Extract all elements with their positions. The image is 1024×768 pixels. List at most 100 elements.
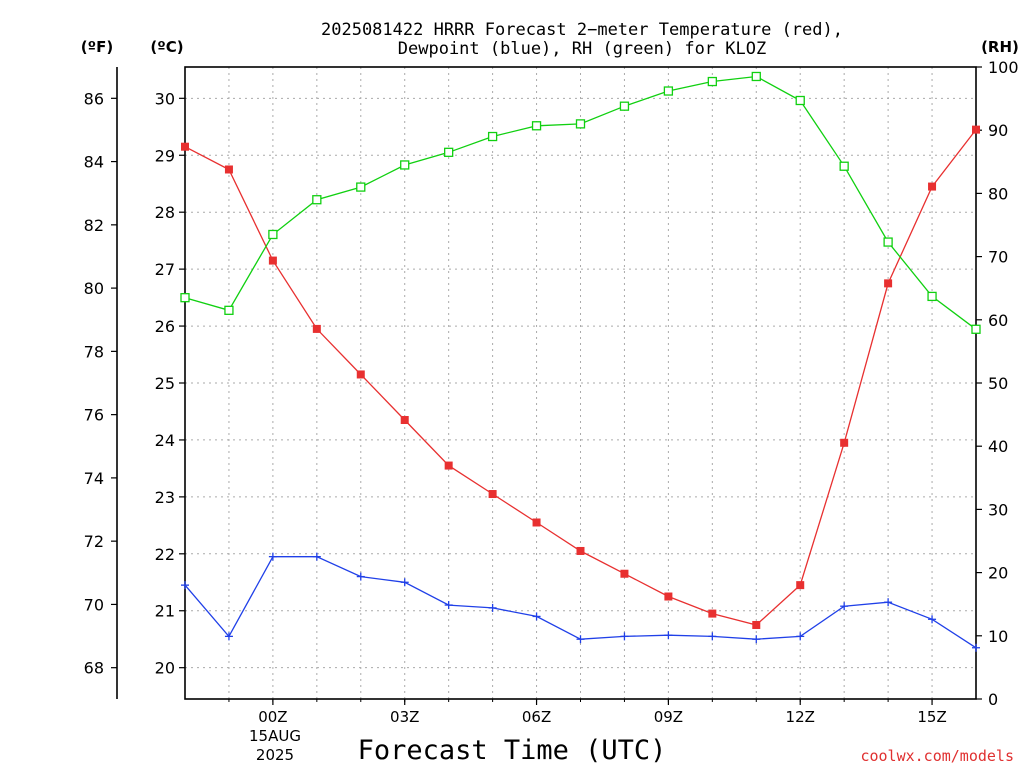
chart-title-line2: Dewpoint (blue), RH (green) for KLOZ	[398, 39, 766, 59]
celsius-tick-label: 23	[155, 488, 175, 507]
temperature-point	[620, 569, 629, 578]
dewpoint-point	[664, 631, 673, 640]
fahrenheit-tick-label: 72	[84, 532, 104, 551]
temperature-point	[840, 438, 849, 447]
x-tick-label: 03Z	[390, 708, 419, 726]
rh-tick-label: 80	[988, 184, 1008, 203]
rh-point	[927, 291, 937, 302]
rh-point	[707, 76, 717, 87]
celsius-tick-label: 26	[155, 317, 175, 336]
chart-title-line1: 2025081422 HRRR Forecast 2−meter Tempera…	[321, 20, 843, 40]
rh-point	[883, 237, 893, 247]
temperature-point	[444, 461, 453, 470]
temperature-point	[928, 182, 937, 191]
celsius-tick-label: 27	[155, 260, 175, 279]
rh-point	[531, 121, 542, 131]
fahrenheit-tick-label: 82	[84, 216, 104, 235]
dewpoint-point	[708, 632, 717, 641]
rh-tick-label: 10	[988, 627, 1008, 646]
temperature-point	[532, 518, 541, 527]
rh-tick-label: 90	[988, 121, 1008, 140]
fahrenheit-tick-label: 78	[84, 342, 104, 361]
rh-point	[575, 119, 586, 129]
x-tick-label: 06Z	[522, 708, 551, 726]
dewpoint-point	[576, 635, 585, 644]
fahrenheit-tick-label: 76	[84, 406, 104, 425]
dewpoint-point	[224, 632, 233, 641]
temperature-point	[400, 416, 409, 425]
temperature-point	[488, 490, 497, 499]
celsius-unit-label: (ºC)	[150, 38, 183, 56]
dewpoint-point	[356, 572, 365, 581]
dewpoint-point	[620, 632, 629, 641]
rh-point	[400, 160, 410, 170]
dewpoint-point	[972, 643, 980, 652]
axis-ticks: 00Z 03Z 06Z 09Z 12Z 15Z 20 21 22 23 24 25 26 27 28 29 30…	[84, 58, 1019, 726]
rh-point	[268, 229, 278, 240]
rh-point	[751, 71, 761, 82]
rh-point	[312, 195, 322, 205]
rh-tick-label: 70	[988, 248, 1008, 267]
rh-tick-label: 40	[988, 437, 1008, 456]
dewpoint-point	[752, 635, 761, 644]
rh-point	[971, 324, 981, 334]
rh-tick-label: 30	[988, 500, 1008, 519]
series	[180, 71, 981, 652]
fahrenheit-tick-label: 84	[84, 153, 104, 172]
x-date-year: 2025	[256, 746, 294, 764]
temperature-point	[708, 609, 717, 618]
celsius-tick-label: 30	[155, 89, 175, 108]
x-tick-label: 15Z	[917, 708, 946, 726]
rh-tick-label: 20	[988, 564, 1008, 583]
temperature-point	[884, 279, 893, 288]
rh-point	[356, 182, 366, 192]
rh-point	[619, 101, 630, 111]
dewpoint-point	[928, 615, 937, 624]
celsius-tick-label: 21	[155, 602, 175, 621]
celsius-tick-label: 24	[155, 431, 175, 450]
celsius-tick-label: 28	[155, 203, 175, 222]
fahrenheit-tick-label: 70	[84, 595, 104, 614]
rh-point	[180, 293, 190, 303]
celsius-tick-label: 20	[155, 659, 175, 678]
temperature-point	[972, 125, 980, 134]
fahrenheit-tick-label: 74	[84, 469, 104, 488]
credit-text: coolwx.com/models	[860, 747, 1014, 765]
dewpoint-point	[181, 581, 189, 590]
rh-tick-label: 50	[988, 374, 1008, 393]
temperature-point	[268, 256, 277, 265]
rh-unit-label: (RH)	[981, 38, 1019, 56]
temperature-point	[576, 546, 585, 555]
grid	[185, 67, 976, 699]
temperature-point	[181, 142, 189, 151]
temperature-point	[224, 165, 233, 174]
temperature-point	[356, 370, 365, 379]
celsius-tick-label: 25	[155, 374, 175, 393]
temperature-point	[796, 581, 805, 590]
rh-point	[444, 147, 454, 157]
x-axis-label: Forecast Time (UTC)	[358, 735, 667, 766]
rh-point	[795, 95, 805, 106]
dewpoint-point	[840, 602, 849, 611]
rh-line	[184, 75, 977, 330]
dewpoint-point	[400, 578, 409, 587]
fahrenheit-tick-label: 86	[84, 89, 104, 108]
fahrenheit-tick-label: 80	[84, 279, 104, 298]
x-tick-label: 12Z	[786, 708, 815, 726]
x-tick-label: 09Z	[654, 708, 683, 726]
fahrenheit-unit-label: (ºF)	[81, 38, 113, 56]
celsius-tick-label: 22	[155, 545, 175, 564]
dewpoint-point	[532, 612, 541, 621]
dewpoint-point	[488, 603, 497, 612]
rh-tick-label: 60	[988, 311, 1008, 330]
rh-point	[487, 131, 498, 142]
dewpoint-point	[796, 632, 805, 641]
temperature-point	[312, 324, 321, 333]
fahrenheit-tick-label: 68	[84, 659, 104, 678]
rh-point	[663, 86, 674, 96]
x-date-day: 15AUG	[249, 727, 301, 745]
x-tick-label: 00Z	[258, 708, 287, 726]
temperature-point	[664, 592, 673, 601]
rh-tick-label: 0	[988, 690, 998, 709]
